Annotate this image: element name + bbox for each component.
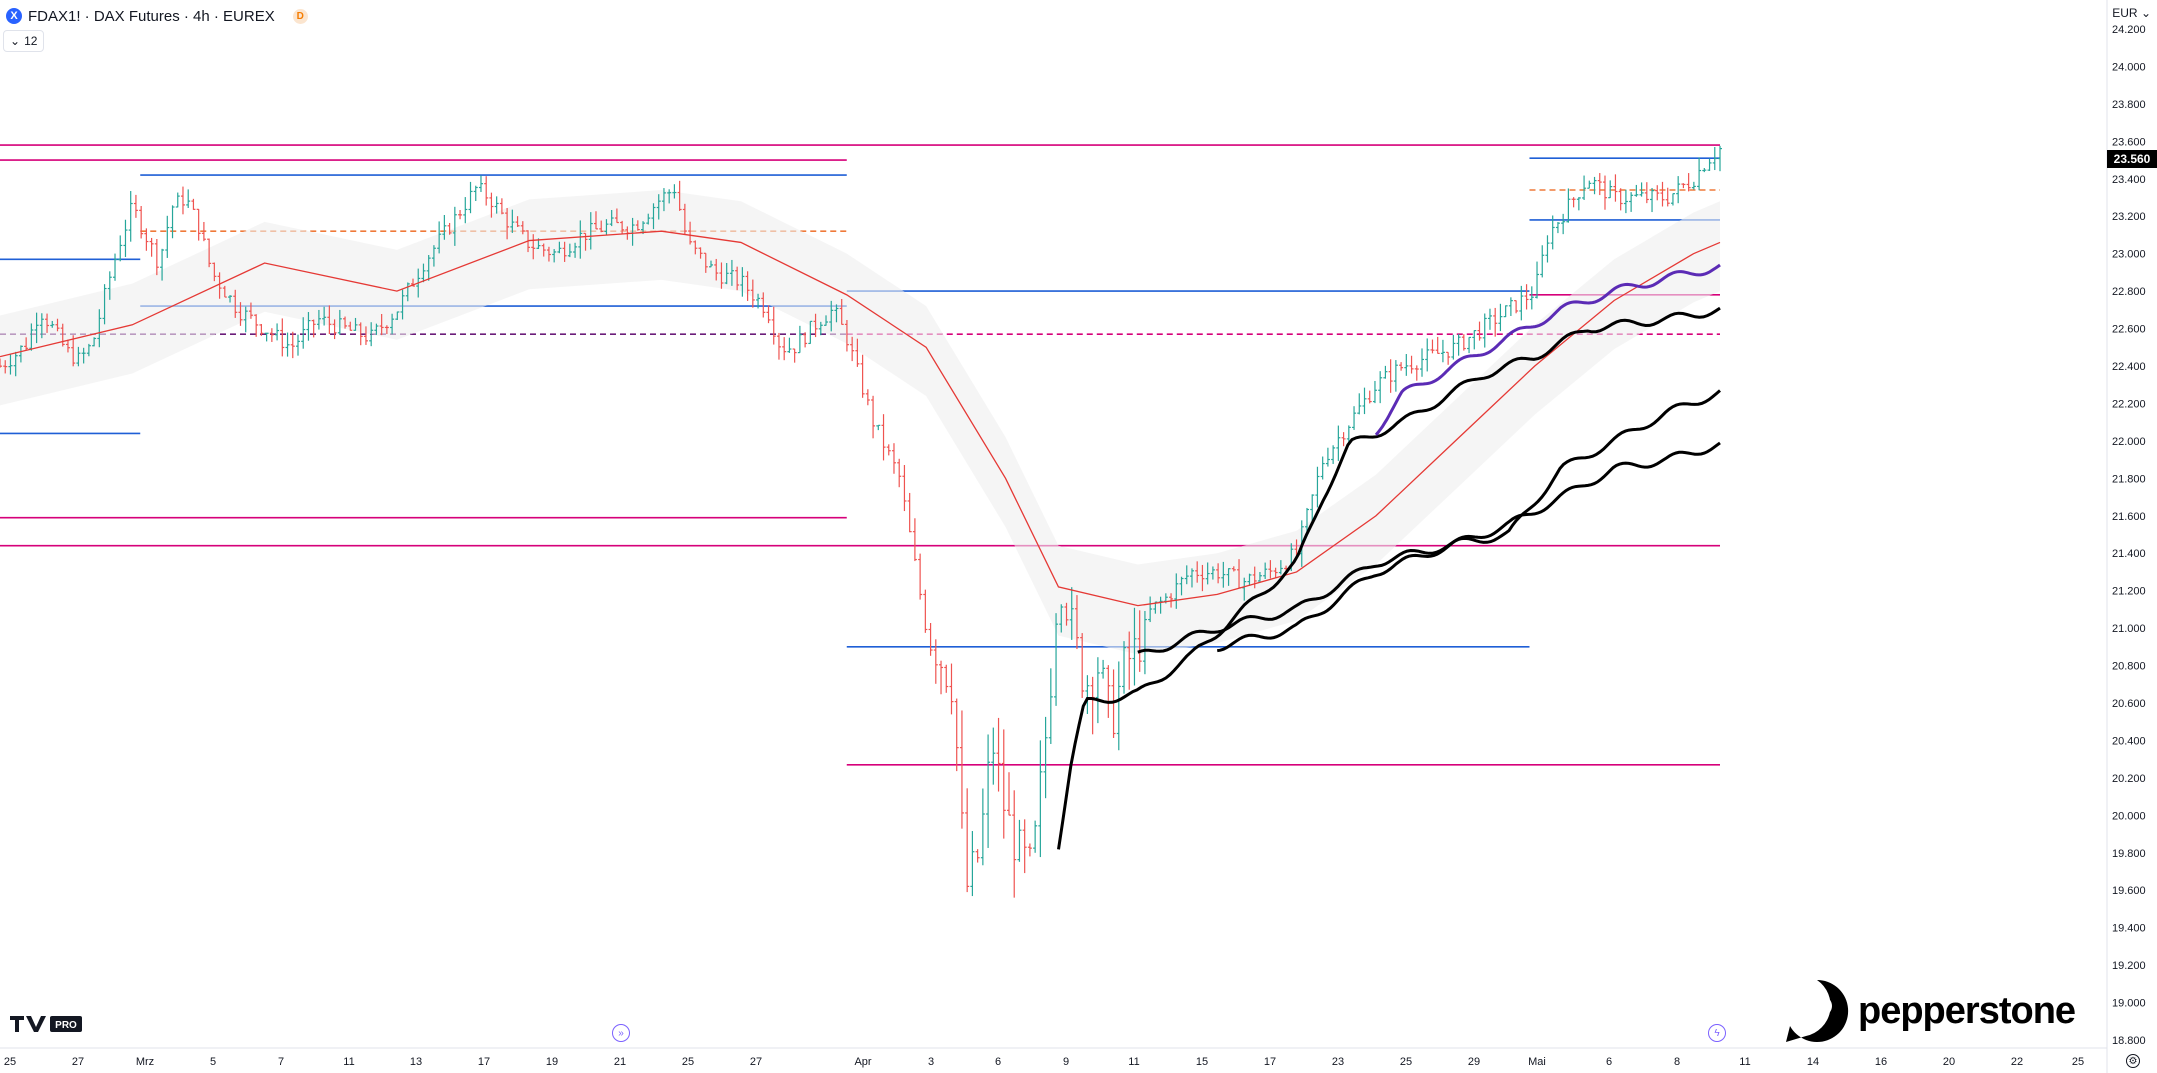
- ma-cloud-band: [0, 190, 1720, 655]
- chart-header: X FDAX1! · DAX Futures · 4h · EUREX D: [6, 5, 308, 27]
- x-tick-1: 27: [72, 1056, 84, 1068]
- tradingview-logo: PRO: [10, 1016, 82, 1032]
- x-tick-26: 14: [1807, 1056, 1819, 1068]
- y-tick-7: 22.800: [2112, 286, 2146, 298]
- y-tick-22: 19.800: [2112, 848, 2146, 860]
- y-tick-0: 24.200: [2112, 24, 2146, 36]
- candles: [0, 145, 1722, 898]
- chevron-down-icon: ⌄: [10, 34, 21, 48]
- y-tick-5: 23.200: [2112, 211, 2146, 223]
- x-tick-9: 21: [614, 1056, 626, 1068]
- x-tick-14: 6: [995, 1056, 1001, 1068]
- y-tick-13: 21.600: [2112, 511, 2146, 523]
- x-tick-11: 27: [750, 1056, 762, 1068]
- x-tick-5: 11: [343, 1056, 354, 1068]
- y-tick-23: 19.600: [2112, 885, 2146, 897]
- stepped-indicators: [1057, 263, 1721, 850]
- x-tick-19: 23: [1332, 1056, 1344, 1068]
- replay-icon[interactable]: »: [612, 1024, 630, 1042]
- y-tick-9: 22.400: [2112, 361, 2146, 373]
- stepped-line-1: [1374, 263, 1721, 436]
- x-tick-2: Mrz: [136, 1056, 154, 1068]
- y-tick-27: 18.800: [2112, 1035, 2146, 1047]
- y-tick-25: 19.200: [2112, 960, 2146, 972]
- y-tick-16: 21.000: [2112, 623, 2146, 635]
- x-tick-27: 16: [1875, 1056, 1887, 1068]
- pepperstone-logo: pepperstone: [1784, 978, 2076, 1044]
- time-axis: 25 27 Mrz 5 7 11 13 17 19 21 25 27 Apr 3 6 9 11 15 17 23 25 2…: [4, 1056, 2084, 1068]
- y-tick-10: 22.200: [2112, 398, 2146, 410]
- x-tick-20: 25: [1400, 1056, 1412, 1068]
- symbol-icon[interactable]: X: [6, 8, 22, 24]
- x-tick-10: 25: [682, 1056, 694, 1068]
- y-tick-12: 21.800: [2112, 473, 2146, 485]
- x-tick-25: 11: [1739, 1056, 1750, 1068]
- x-tick-12: Apr: [854, 1056, 871, 1068]
- y-tick-24: 19.400: [2112, 923, 2146, 935]
- x-tick-6: 13: [410, 1056, 422, 1068]
- currency-selector[interactable]: EUR ⌄: [2112, 6, 2151, 20]
- x-tick-24: 8: [1674, 1056, 1680, 1068]
- last-price-label: 23.560: [2107, 150, 2157, 168]
- y-tick-14: 21.400: [2112, 548, 2146, 560]
- x-tick-28: 20: [1943, 1056, 1955, 1068]
- y-tick-19: 20.400: [2112, 735, 2146, 747]
- y-tick-3: 23.600: [2112, 136, 2146, 148]
- brand-name: pepperstone: [1858, 989, 2076, 1032]
- tv-pro-text: PRO: [55, 1020, 77, 1031]
- delayed-badge[interactable]: D: [292, 8, 308, 24]
- stepped-line-3: [1216, 441, 1721, 653]
- settings-icon[interactable]: ⚙: [2126, 1054, 2140, 1068]
- indicators-toggle[interactable]: ⌄ 12: [3, 30, 45, 52]
- x-tick-30: 25: [2072, 1056, 2084, 1068]
- y-tick-1: 24.000: [2112, 61, 2146, 73]
- y-tick-4: 23.400: [2112, 174, 2146, 186]
- x-tick-18: 17: [1264, 1056, 1276, 1068]
- x-tick-21: 29: [1468, 1056, 1480, 1068]
- x-tick-17: 15: [1196, 1056, 1208, 1068]
- x-tick-16: 11: [1128, 1056, 1139, 1068]
- y-tick-6: 23.000: [2112, 249, 2146, 261]
- price-axis: 24.200 24.000 23.800 23.600 23.400 23.200 23.0…: [2112, 24, 2146, 1047]
- ma-line: [0, 230, 1721, 607]
- y-tick-2: 23.800: [2112, 99, 2146, 111]
- pepperstone-icon: [1786, 979, 1849, 1042]
- moving-average: [0, 230, 1721, 607]
- y-tick-20: 20.200: [2112, 773, 2146, 785]
- y-tick-17: 20.800: [2112, 661, 2146, 673]
- chart-title[interactable]: FDAX1! · DAX Futures · 4h · EUREX: [28, 7, 275, 25]
- x-tick-23: 6: [1606, 1056, 1612, 1068]
- x-tick-4: 7: [278, 1056, 284, 1068]
- ma-cloud: [0, 190, 1720, 655]
- x-tick-3: 5: [210, 1056, 216, 1068]
- indicator-count: 12: [24, 34, 38, 48]
- x-tick-8: 19: [546, 1056, 558, 1068]
- flash-icon[interactable]: ϟ: [1708, 1024, 1726, 1042]
- chevron-down-icon: ⌄: [2140, 6, 2151, 20]
- y-tick-11: 22.000: [2112, 436, 2146, 448]
- y-tick-18: 20.600: [2112, 698, 2146, 710]
- x-tick-0: 25: [4, 1056, 16, 1068]
- stepped-line-2: [1137, 389, 1721, 654]
- currency-label: EUR: [2112, 6, 2138, 20]
- x-tick-15: 9: [1063, 1056, 1069, 1068]
- stepped-line-0: [1057, 306, 1721, 850]
- x-tick-7: 17: [478, 1056, 490, 1068]
- x-tick-29: 22: [2011, 1056, 2023, 1068]
- y-tick-15: 21.200: [2112, 586, 2146, 598]
- x-tick-13: 3: [928, 1056, 934, 1068]
- y-tick-8: 22.600: [2112, 324, 2146, 336]
- x-tick-22: Mai: [1528, 1056, 1546, 1068]
- y-tick-21: 20.000: [2112, 810, 2146, 822]
- y-tick-26: 19.000: [2112, 998, 2146, 1010]
